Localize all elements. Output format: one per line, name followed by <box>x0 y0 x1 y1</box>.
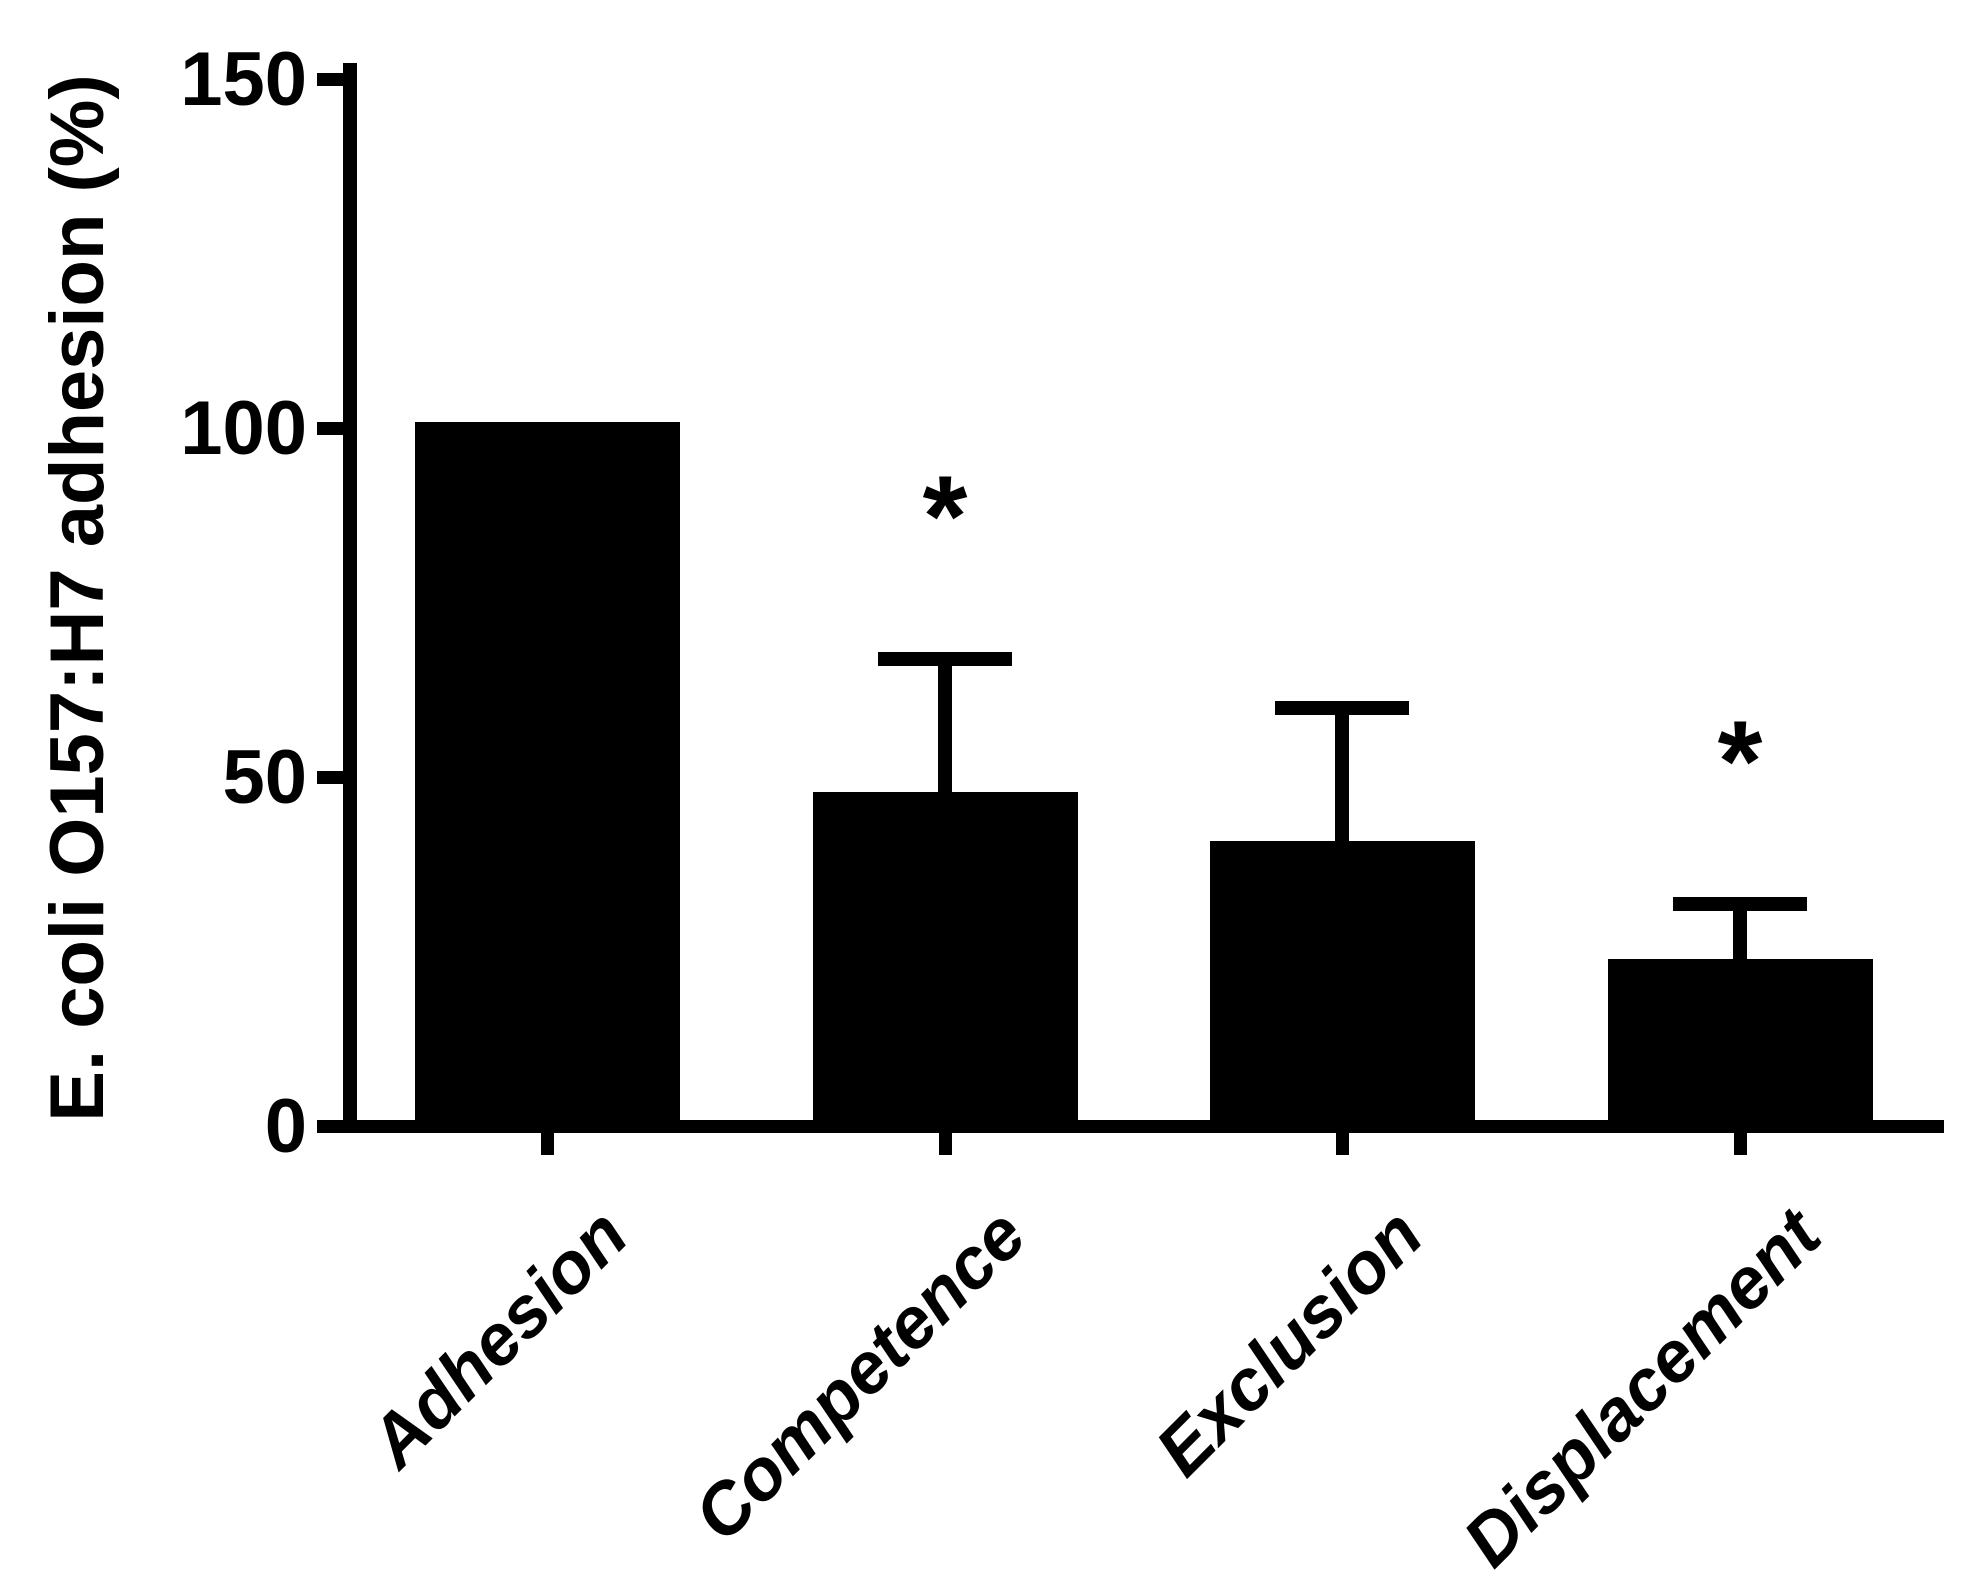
error-bar-cap-exclusion <box>1275 701 1409 715</box>
y-tick-0 <box>317 1120 343 1133</box>
x-tick-adhesion <box>540 1133 554 1155</box>
error-bar-cap-competence <box>878 652 1012 666</box>
x-tick-competence <box>938 1133 952 1155</box>
y-axis-line <box>343 63 357 1133</box>
y-tick-label-150: 150 <box>180 36 307 122</box>
error-bar-stem-exclusion <box>1335 701 1349 841</box>
category-label-competence: Competence <box>678 1194 1041 1557</box>
bar-adhesion <box>414 422 680 1133</box>
significance-asterisk-competence: * <box>922 452 968 581</box>
bar-exclusion <box>1209 841 1475 1133</box>
error-bar-cap-displacement <box>1673 897 1807 911</box>
significance-asterisk-displacement: * <box>1717 697 1763 826</box>
bar-displacement <box>1607 959 1873 1133</box>
error-bar-stem-competence <box>938 652 952 792</box>
x-tick-exclusion <box>1335 1133 1349 1155</box>
y-axis-title: E. coli O157:H7 adhesion (%) <box>35 74 120 1122</box>
y-tick-label-50: 50 <box>222 734 307 820</box>
y-tick-50 <box>317 771 343 784</box>
y-tick-100 <box>317 422 343 435</box>
category-label-exclusion: Exclusion <box>1140 1194 1438 1492</box>
x-axis-line <box>343 1120 1944 1133</box>
y-tick-label-0: 0 <box>264 1083 307 1169</box>
y-tick-150 <box>317 73 343 86</box>
category-label-adhesion: Adhesion <box>354 1194 643 1483</box>
error-bar-stem-displacement <box>1733 897 1747 959</box>
bar-competence <box>812 792 1078 1133</box>
y-tick-label-100: 100 <box>180 385 307 471</box>
x-tick-displacement <box>1733 1133 1747 1155</box>
category-label-displacement: Displacement <box>1448 1194 1836 1582</box>
